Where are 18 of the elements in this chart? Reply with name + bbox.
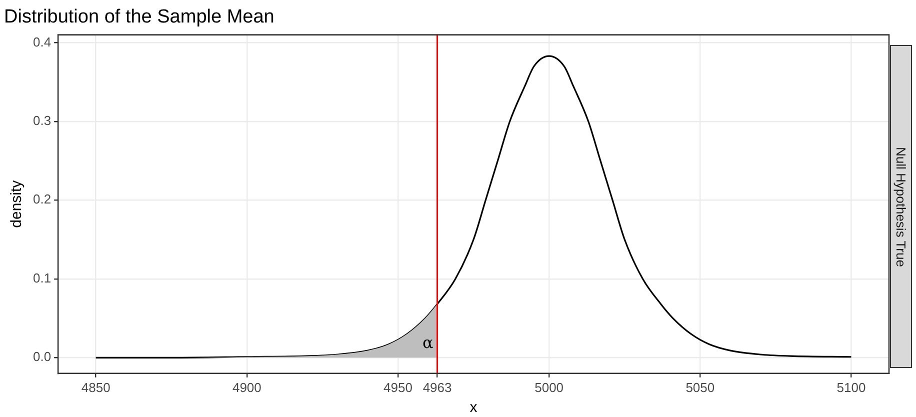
- x-tick-label: 5000: [534, 380, 564, 395]
- y-tick-label: 0.1: [32, 270, 52, 286]
- x-tick-label: 5050: [686, 380, 715, 395]
- y-tick-label: 0.0: [32, 349, 52, 364]
- x-axis-title: x: [470, 399, 478, 416]
- y-tick-label: 0.2: [32, 192, 52, 207]
- x-tick-label: 4900: [232, 380, 262, 395]
- x-tick-label: 4950: [384, 380, 412, 395]
- annotation: α: [422, 332, 434, 352]
- y-tick-label: 0.3: [32, 112, 52, 128]
- y-tick-label: 0.4: [32, 34, 52, 50]
- text: Null Hypothesis True: [894, 146, 908, 266]
- x-tick-label: 4963: [422, 380, 452, 395]
- x-tick-label: 4850: [81, 380, 110, 395]
- chart-title: Distribution of the Sample Mean: [4, 6, 274, 28]
- y-axis-title: density: [8, 180, 26, 228]
- line-series: [95, 55, 852, 358]
- x-tick-label: 5100: [836, 380, 866, 395]
